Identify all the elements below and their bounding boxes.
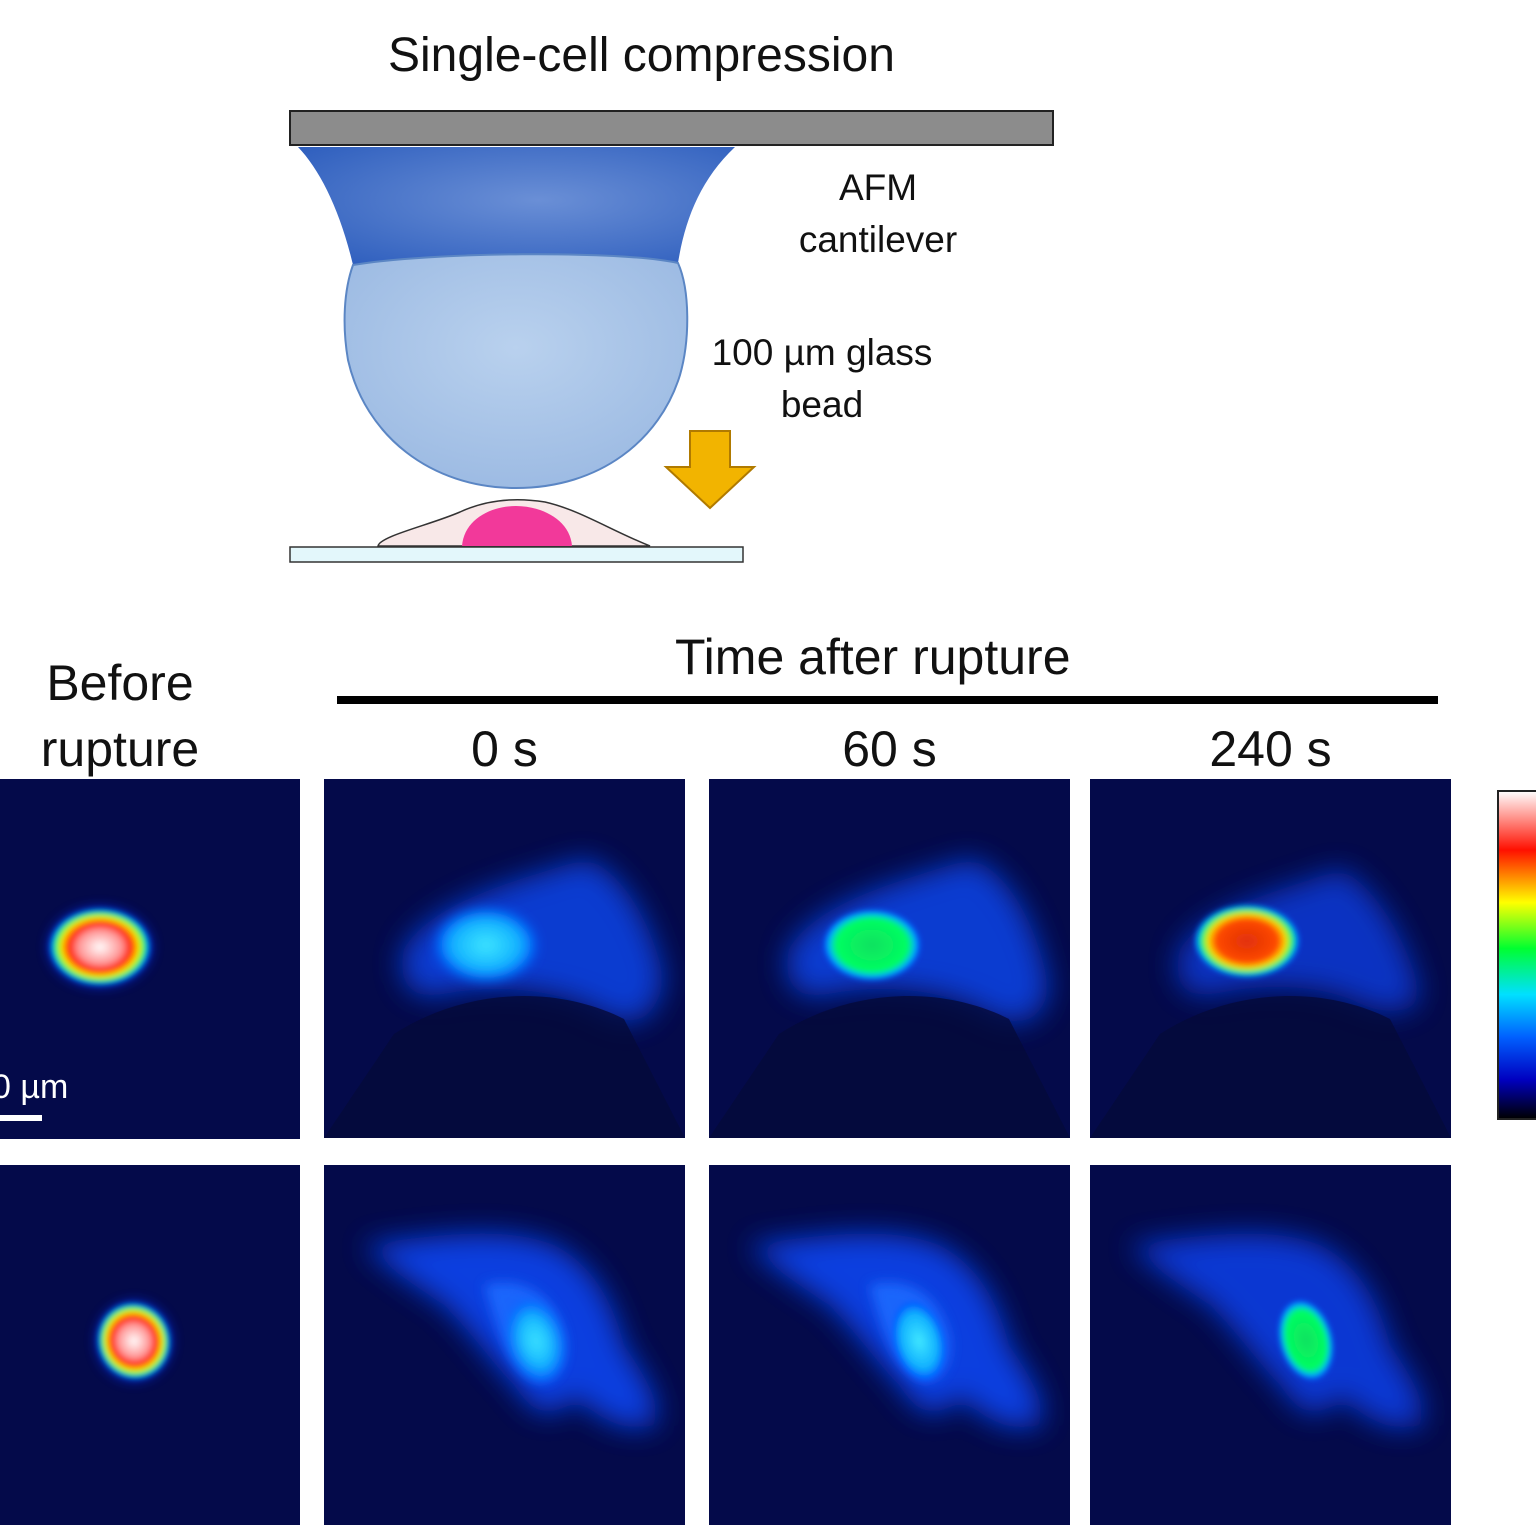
panel-row1-240s [1090, 779, 1451, 1138]
diagram-title: Single-cell compression [388, 29, 895, 82]
time-label-240s: 240 s [1209, 721, 1332, 777]
panel-row1-60s [709, 779, 1070, 1138]
panel-row2-0s [324, 1165, 685, 1525]
panel-row2-before [0, 1165, 300, 1525]
panel-row2-240s [1090, 1165, 1451, 1525]
panel-row1-before [0, 779, 300, 1139]
scale-bar [0, 1115, 42, 1121]
cantilever-label: AFM cantilever [798, 167, 958, 260]
glass-bead [343, 253, 689, 490]
time-label-60s: 60 s [842, 721, 937, 777]
intensity-colorbar [1497, 790, 1536, 1120]
time-header-line [337, 696, 1438, 704]
compression-schematic [289, 110, 1054, 563]
panel-row2-60s [709, 1165, 1070, 1525]
scale-bar-label: 0 µm [0, 1068, 69, 1106]
down-arrow-icon [663, 430, 757, 510]
substrate [289, 546, 744, 563]
time-label-0s: 0 s [471, 721, 538, 777]
panel-row1-0s [324, 779, 685, 1138]
time-after-rupture-header: Time after rupture [675, 629, 1071, 685]
afm-cantilever [289, 110, 1054, 146]
bead-attachment [298, 147, 735, 265]
nucleus [462, 506, 572, 546]
before-rupture-label: Before rupture [40, 655, 200, 777]
bead-label: 100 µm glass bead [711, 332, 933, 425]
